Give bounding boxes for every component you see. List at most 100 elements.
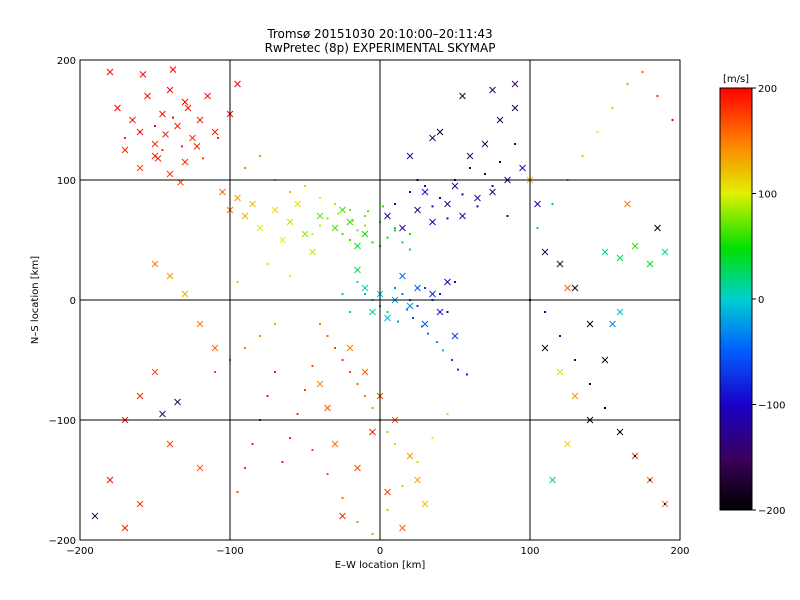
dot-marker: [371, 407, 374, 409]
dot-marker: [371, 533, 374, 535]
x-marker: [294, 200, 301, 208]
dot-marker: [289, 191, 291, 193]
x-marker: [279, 236, 286, 244]
x-marker: [316, 380, 324, 388]
dot-marker: [337, 212, 339, 215]
x-marker: [421, 500, 429, 508]
x-marker: [136, 500, 144, 508]
plot-grid: [80, 60, 680, 540]
dot-marker: [641, 71, 644, 73]
x-marker: [106, 476, 114, 484]
colorbar-gradient: [719, 87, 753, 511]
dot-marker: [457, 368, 459, 371]
x-marker: [196, 320, 204, 328]
x-marker: [361, 230, 369, 238]
x-marker: [414, 284, 421, 292]
dot-marker: [311, 233, 314, 235]
y-tick-label: 200: [57, 56, 76, 67]
dot-marker: [349, 239, 351, 241]
dot-marker: [274, 323, 276, 325]
dot-marker: [394, 287, 396, 289]
dot-marker: [421, 325, 423, 328]
dot-marker: [394, 203, 396, 205]
x-marker: [241, 212, 249, 220]
x-marker: [256, 224, 264, 232]
x-marker: [354, 464, 361, 472]
y-tick-label: 100: [57, 176, 76, 187]
x-marker: [166, 272, 174, 280]
dot-marker: [386, 236, 389, 239]
colorbar-tick-label: 0: [758, 295, 764, 306]
scatter-points: [91, 66, 674, 535]
x-marker: [564, 284, 571, 292]
dot-marker: [401, 293, 404, 295]
dot-marker: [364, 215, 366, 217]
x-marker: [316, 212, 324, 220]
dot-marker: [386, 431, 389, 433]
x-marker: [193, 143, 201, 150]
x-marker: [511, 80, 519, 88]
x-marker: [114, 104, 121, 112]
x-marker: [519, 164, 526, 172]
x-marker: [406, 302, 414, 310]
x-marker: [616, 308, 624, 316]
x-marker: [181, 158, 189, 166]
x-marker: [121, 146, 129, 154]
dot-marker: [244, 467, 246, 469]
x-marker: [121, 524, 129, 532]
x-marker: [541, 344, 549, 352]
x-marker: [549, 476, 556, 484]
x-marker: [541, 248, 549, 256]
dot-marker: [394, 443, 396, 445]
x-marker: [384, 488, 391, 496]
dot-marker: [349, 371, 351, 373]
x-marker: [459, 212, 466, 220]
dot-marker: [172, 116, 174, 119]
x-marker: [346, 344, 354, 352]
x-marker: [609, 320, 616, 328]
dot-marker: [626, 83, 629, 85]
x-marker: [406, 452, 414, 460]
x-marker: [534, 200, 541, 208]
dot-marker: [352, 219, 354, 222]
x-marker: [234, 80, 241, 88]
dot-marker: [439, 293, 441, 295]
dot-marker: [671, 119, 674, 121]
dot-marker: [236, 491, 239, 493]
x-marker: [601, 356, 609, 364]
dot-marker: [656, 95, 659, 97]
dot-marker: [266, 263, 269, 265]
x-marker: [129, 116, 136, 124]
dot-marker: [311, 449, 314, 451]
x-marker: [189, 134, 196, 142]
dot-marker: [476, 205, 479, 208]
x-marker: [196, 116, 204, 124]
chart-subtitle: RwPretec (8p) EXPERIMENTAL SKYMAP: [265, 41, 496, 55]
dot-marker: [634, 455, 636, 457]
x-marker: [414, 206, 421, 214]
dot-marker: [311, 365, 314, 367]
dot-marker: [214, 371, 216, 373]
x-marker: [181, 290, 189, 298]
x-marker: [184, 104, 192, 112]
dot-marker: [386, 311, 389, 313]
x-marker: [106, 68, 114, 76]
dot-marker: [439, 197, 441, 199]
x-tick-label: −100: [216, 546, 243, 557]
x-marker: [399, 224, 406, 232]
dot-marker: [574, 359, 576, 361]
dot-marker: [259, 335, 261, 337]
dot-marker: [427, 332, 429, 335]
dot-marker: [596, 131, 599, 133]
x-marker: [511, 104, 519, 112]
dot-marker: [124, 137, 126, 139]
x-marker: [331, 440, 339, 448]
dot-marker: [406, 308, 408, 311]
x-marker: [466, 152, 474, 160]
x-marker: [571, 284, 579, 292]
x-marker: [646, 260, 654, 268]
dot-marker: [371, 241, 374, 244]
dot-marker: [217, 137, 219, 139]
dot-marker: [349, 311, 351, 313]
dot-marker: [236, 281, 239, 283]
